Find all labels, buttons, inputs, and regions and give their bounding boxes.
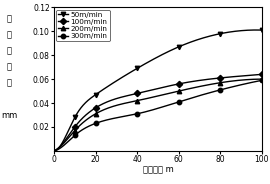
Text: 后: 后 [7,14,12,23]
Text: 面: 面 [7,30,12,39]
Text: mm: mm [1,111,18,120]
Text: 量: 量 [7,79,12,88]
Text: 损: 损 [7,63,12,71]
Legend: 50m/min, 100m/min, 200m/min, 300m/min: 50m/min, 100m/min, 200m/min, 300m/min [56,10,110,41]
X-axis label: 切削长度 m: 切削长度 m [143,165,173,174]
Text: 磨: 磨 [7,46,12,55]
